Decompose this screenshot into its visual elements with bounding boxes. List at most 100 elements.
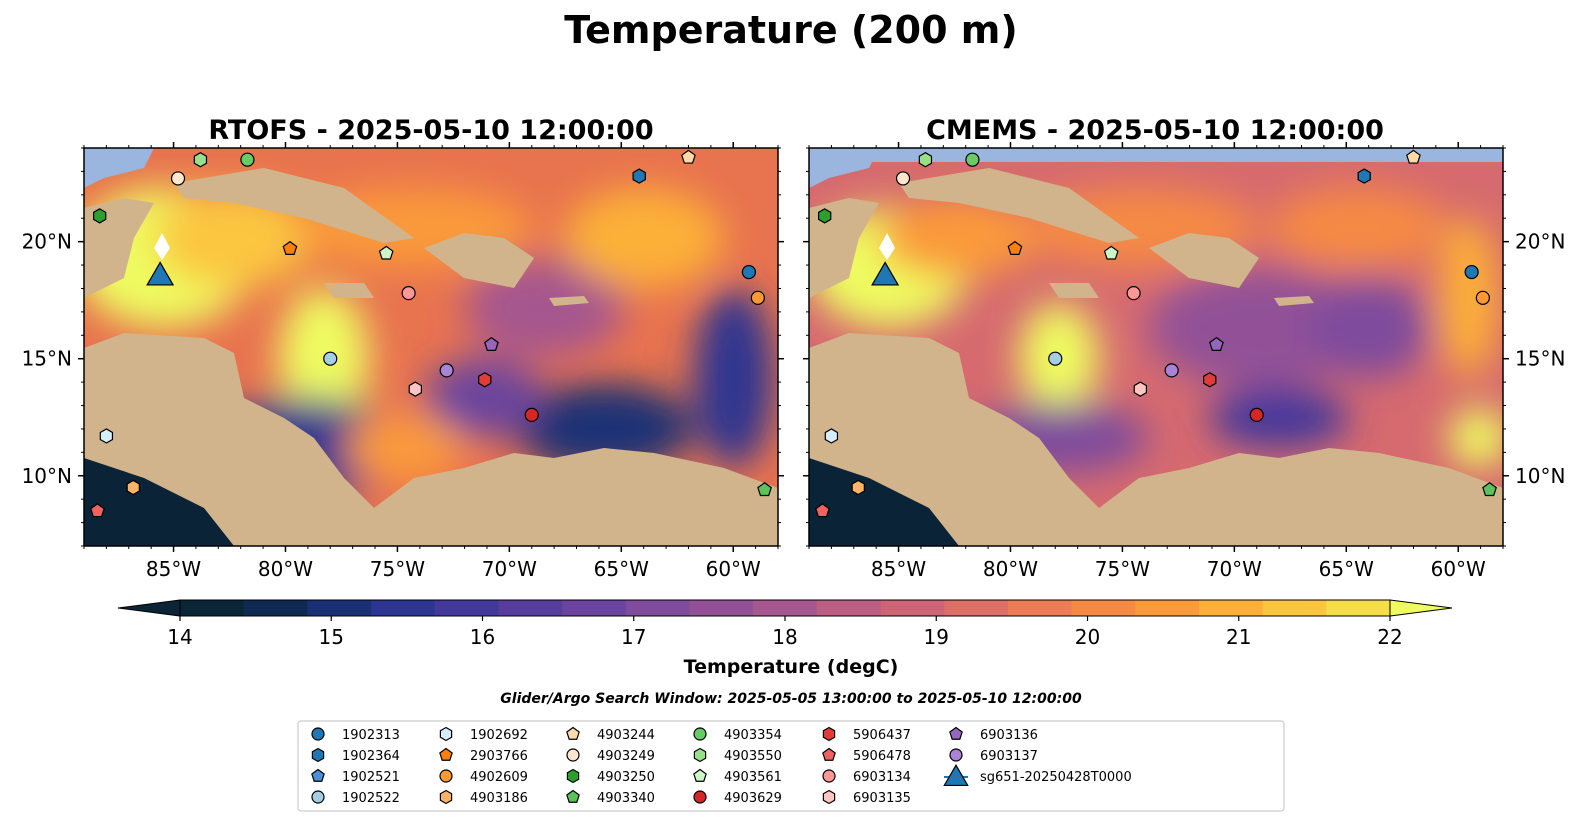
float-marker-4902609 — [1475, 290, 1490, 305]
legend-label: 4903550 — [724, 749, 782, 764]
legend-label: 5906437 — [853, 728, 911, 743]
rtofs-map-frame — [83, 147, 779, 547]
float-marker-sg651-20250428T0000 — [871, 261, 900, 286]
lon-tick-label: 60°W — [706, 557, 761, 581]
lon-tick-label: 85°W — [146, 557, 201, 581]
colorbar-segment — [880, 600, 945, 616]
colorbar-tick-label: 14 — [167, 625, 192, 649]
colorbar-tick-label: 17 — [621, 625, 646, 649]
float-marker-2903766 — [1007, 240, 1023, 255]
colorbar-segment — [562, 600, 627, 616]
lon-tick-label: 70°W — [482, 557, 537, 581]
colorbar-tick-label: 19 — [924, 625, 949, 649]
float-marker-1902522 — [1048, 351, 1063, 366]
float-marker-4903250 — [817, 208, 832, 224]
float-legend: 1902313 1902364 1902521 1902522 1902692 29037… — [297, 720, 1285, 812]
lon-tick-label: 75°W — [1095, 557, 1150, 581]
lat-tick-label: 20°N — [1515, 230, 1565, 254]
colorbar-segment — [1071, 600, 1136, 616]
colorbar-segment — [1135, 600, 1200, 616]
colorbar-segment — [689, 600, 754, 616]
float-marker-4903186 — [851, 479, 865, 496]
legend-marker-4903629 — [693, 790, 707, 804]
float-marker-6903134 — [1126, 286, 1141, 301]
legend-marker-4903249 — [566, 748, 580, 762]
float-marker-6903136 — [1209, 336, 1224, 351]
legend-marker-1902521 — [311, 768, 325, 782]
colorbar-segment — [243, 600, 308, 616]
legend-label: 4903249 — [597, 749, 655, 764]
cmems-axes: 85°W 80°W 75°W 70°W 65°W 60°W 10°N 15°N 20°N — [803, 142, 1565, 581]
float-marker-1902313 — [741, 264, 756, 280]
legend-marker-4902609 — [439, 769, 453, 783]
lat-tick-label: 10°N — [1515, 464, 1565, 488]
colorbar-tick-label: 20 — [1075, 625, 1100, 649]
lat-tick-label: 15°N — [1515, 347, 1565, 371]
legend-label: sg651-20250428T0000 — [980, 770, 1132, 785]
colorbar-tick-label: 18 — [772, 625, 797, 649]
float-marker-4903250 — [92, 208, 107, 224]
legend-marker-1902522 — [311, 790, 325, 804]
lon-tick-label: 65°W — [594, 557, 649, 581]
rtofs-float-markers — [90, 149, 772, 518]
float-marker-6903136 — [484, 336, 499, 351]
colorbar-segment — [1007, 600, 1073, 616]
lon-tick-label: 70°W — [1207, 557, 1262, 581]
lat-tick-label: 10°N — [22, 464, 72, 488]
legend-marker-4903340 — [566, 789, 580, 803]
colorbar-over-arrow — [1389, 599, 1453, 617]
float-marker-4903186 — [126, 479, 140, 496]
float-marker-6903135 — [408, 381, 423, 397]
cmems-map-panel: CMEMS - 2025-05-10 12:00:00 85°W 80°W 75°W… — [803, 115, 1565, 581]
colorbar-segment — [307, 600, 372, 616]
lon-tick-label: 85°W — [871, 557, 926, 581]
lon-tick-label: 65°W — [1319, 557, 1374, 581]
search-window-text: Glider/Argo Search Window: 2025-05-05 13… — [500, 691, 1082, 707]
lat-tick-label: 15°N — [22, 347, 72, 371]
colorbar-segment — [1262, 600, 1327, 616]
float-marker-6903137 — [1164, 363, 1179, 378]
legend-marker-6903136 — [949, 726, 963, 740]
float-marker-6903137 — [439, 363, 454, 378]
cmems-map-frame — [808, 147, 1504, 547]
cmems-float-markers — [815, 149, 1497, 518]
legend-label: 4903629 — [724, 791, 782, 806]
legend-label: 1902313 — [342, 728, 400, 743]
rtofs-panel-title: RTOFS - 2025-05-10 12:00:00 — [208, 115, 653, 146]
cmems-panel-title: CMEMS - 2025-05-10 12:00:00 — [926, 115, 1384, 146]
legend-label: 6903136 — [980, 728, 1038, 743]
float-marker-4903244 — [1406, 149, 1421, 164]
lat-tick-label: 20°N — [22, 230, 72, 254]
colorbar-label: Temperature (degC) — [684, 656, 899, 678]
float-marker-6903134 — [401, 286, 416, 301]
float-marker-4903249 — [170, 171, 186, 186]
float-marker-5906478 — [815, 503, 830, 518]
float-marker-1902313 — [1464, 264, 1479, 280]
float-marker-1902692 — [99, 428, 114, 444]
float-marker-4902609 — [750, 290, 765, 305]
legend-label: 6903135 — [853, 791, 911, 806]
legend-marker-5906437 — [822, 726, 836, 742]
float-marker-1902522 — [323, 351, 338, 366]
float-marker-4903244 — [681, 149, 696, 164]
colorbar-segment — [434, 600, 499, 616]
temperature-colorbar: 14 15 16 17 18 19 20 21 22 — [117, 599, 1453, 649]
legend-marker-4903550 — [693, 747, 707, 763]
float-marker-4903249 — [895, 171, 911, 186]
legend-label: 4903561 — [724, 770, 782, 785]
float-marker-4903561 — [378, 245, 394, 260]
float-marker-4903340 — [757, 482, 772, 497]
float-marker-1902692 — [824, 428, 839, 444]
legend-label: 5906478 — [853, 749, 911, 764]
legend-label: 4903244 — [597, 728, 655, 743]
legend-marker-4903186 — [439, 789, 453, 805]
colorbar-tick-label: 15 — [319, 625, 344, 649]
legend-marker-sg651-20250428T0000 — [943, 763, 969, 787]
legend-marker-1902313 — [311, 727, 325, 741]
float-marker-4903354 — [965, 152, 980, 167]
legend-marker-1902692 — [439, 726, 453, 742]
legend-label: 1902522 — [342, 791, 400, 806]
colorbar-segment — [753, 600, 818, 616]
